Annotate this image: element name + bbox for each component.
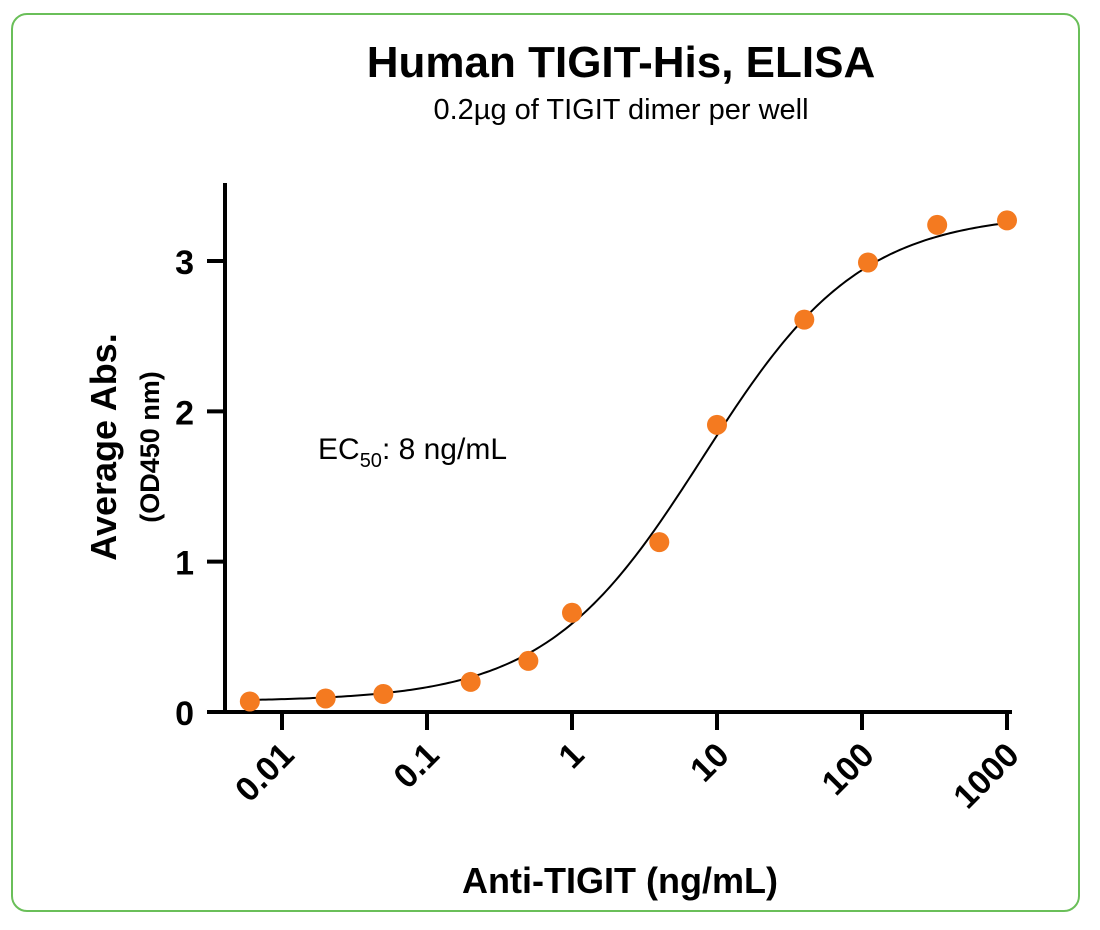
ec50-annotation: EC50: 8 ng/mL xyxy=(318,433,507,472)
data-point xyxy=(373,683,394,704)
y-tick-label: 2 xyxy=(175,394,194,432)
data-point xyxy=(997,210,1017,231)
data-points xyxy=(239,210,1017,712)
chart-subtitle: 0.2µg of TIGIT dimer per well xyxy=(433,94,808,126)
x-axis-ticks: 0.01 0.1 1 10 100 1000 xyxy=(228,712,1027,816)
chart-frame xyxy=(11,13,1080,912)
x-tick-label: 1000 xyxy=(946,736,1026,816)
data-point xyxy=(858,252,879,273)
ec50-value: : 8 ng/mL xyxy=(382,433,507,466)
x-tick-label: 0.01 xyxy=(228,736,302,810)
x-tick-label: 1 xyxy=(551,736,591,776)
x-axis-label: Anti-TIGIT (ng/mL) xyxy=(462,860,778,901)
chart-title: Human TIGIT-His, ELISA xyxy=(367,38,876,87)
x-tick-label: 100 xyxy=(815,736,882,803)
data-point xyxy=(460,671,481,692)
data-point xyxy=(315,688,336,709)
y-tick-label: 3 xyxy=(175,244,194,282)
y-axis-label: Average Abs. xyxy=(83,333,124,560)
data-point xyxy=(707,414,727,435)
y-axis-ticks: 0 1 2 3 xyxy=(175,244,225,733)
data-point xyxy=(562,602,582,623)
data-point xyxy=(927,214,948,235)
data-point xyxy=(794,309,815,330)
y-tick-label: 1 xyxy=(175,545,194,583)
data-point xyxy=(518,650,539,671)
ec50-label: EC xyxy=(318,433,360,466)
y-tick-label: 0 xyxy=(175,695,194,733)
y-axis-sublabel: (OD450 nm) xyxy=(135,371,165,523)
ec50-subscript: 50 xyxy=(360,450,382,472)
x-tick-label: 10 xyxy=(683,736,737,790)
x-tick-label: 0.1 xyxy=(386,736,446,796)
data-point xyxy=(649,532,670,553)
data-point xyxy=(239,691,260,712)
